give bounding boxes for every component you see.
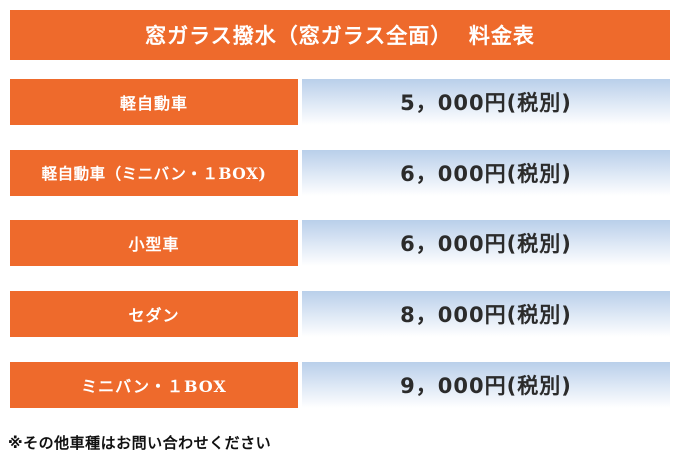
vehicle-type-label: 軽自動車 bbox=[10, 79, 298, 125]
vehicle-type-label: ミニバン・１BOX bbox=[10, 362, 298, 408]
inquiry-note: ※その他車種はお問い合わせください bbox=[8, 434, 272, 452]
vehicle-type-label: セダン bbox=[10, 291, 298, 337]
price-row-kei-minivan: 軽自動車（ミニバン・１BOX) 6，000円(税別) bbox=[10, 150, 670, 196]
price-value: 6，000円(税別) bbox=[302, 220, 670, 266]
price-row-kei: 軽自動車 5，000円(税別) bbox=[10, 79, 670, 125]
price-row-sedan: セダン 8，000円(税別) bbox=[10, 291, 670, 337]
price-row-minivan: ミニバン・１BOX 9，000円(税別) bbox=[10, 362, 670, 408]
price-value: 6，000円(税別) bbox=[302, 150, 670, 196]
vehicle-type-label: 軽自動車（ミニバン・１BOX) bbox=[10, 150, 298, 196]
price-value: 9，000円(税別) bbox=[302, 362, 670, 408]
price-row-compact: 小型車 6，000円(税別) bbox=[10, 220, 670, 266]
price-value: 8，000円(税別) bbox=[302, 291, 670, 337]
price-value: 5，000円(税別) bbox=[302, 79, 670, 125]
price-table-title: 窓ガラス撥水（窓ガラス全面） 料金表 bbox=[10, 10, 670, 60]
vehicle-type-label: 小型車 bbox=[10, 220, 298, 266]
